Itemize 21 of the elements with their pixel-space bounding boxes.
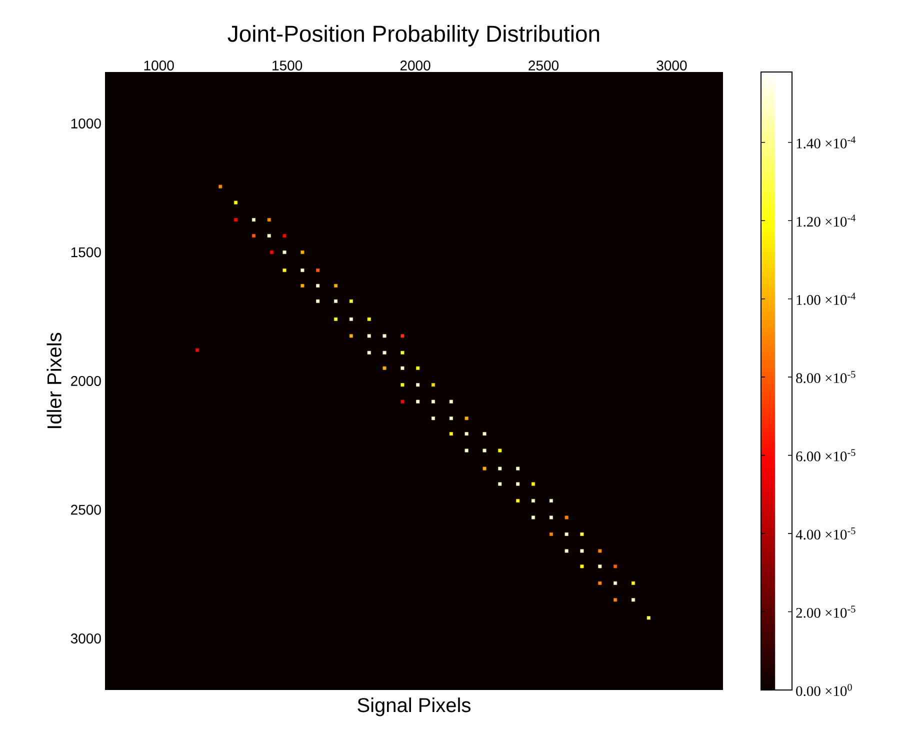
x-tick-label: 1500: [272, 60, 302, 70]
color-bar-label: 6.00 ×10$^{-5}$: [796, 449, 856, 462]
x-tick-label: 2000: [400, 60, 430, 70]
y-tick-label: 1500: [71, 247, 101, 258]
y-tick-label: 1000: [71, 118, 101, 128]
x-axis-title: Signal Pixels: [358, 698, 470, 716]
color-bar-label: 0.00 ×10$^{0}$: [796, 684, 852, 696]
y-tick-label: 3000: [70, 634, 101, 644]
x-tick-label: 3000: [656, 60, 687, 70]
y-axis-title: Idler Pixels: [46, 332, 62, 428]
chart-title: Joint-Position Probability Distribution: [228, 25, 600, 46]
y-tick-label: 2000: [71, 376, 101, 386]
color-bar-label: 1.00 ×10$^{-4}$: [796, 292, 856, 305]
x-tick-label: 1000: [144, 60, 174, 70]
color-bar-label: 8.00 ×10$^{-5}$: [796, 371, 856, 384]
x-tick-label: 2500: [528, 60, 559, 70]
color-bar-label: 1.40 ×10$^{-4}$: [796, 136, 856, 148]
color-bar-label: 4.00 ×10$^{-5}$: [796, 528, 856, 540]
y-tick-label: 2500: [71, 504, 101, 515]
color-bar-label: 2.00 ×10$^{-5}$: [796, 606, 856, 618]
color-bar-label: 1.20 ×10$^{-4}$: [796, 214, 856, 227]
